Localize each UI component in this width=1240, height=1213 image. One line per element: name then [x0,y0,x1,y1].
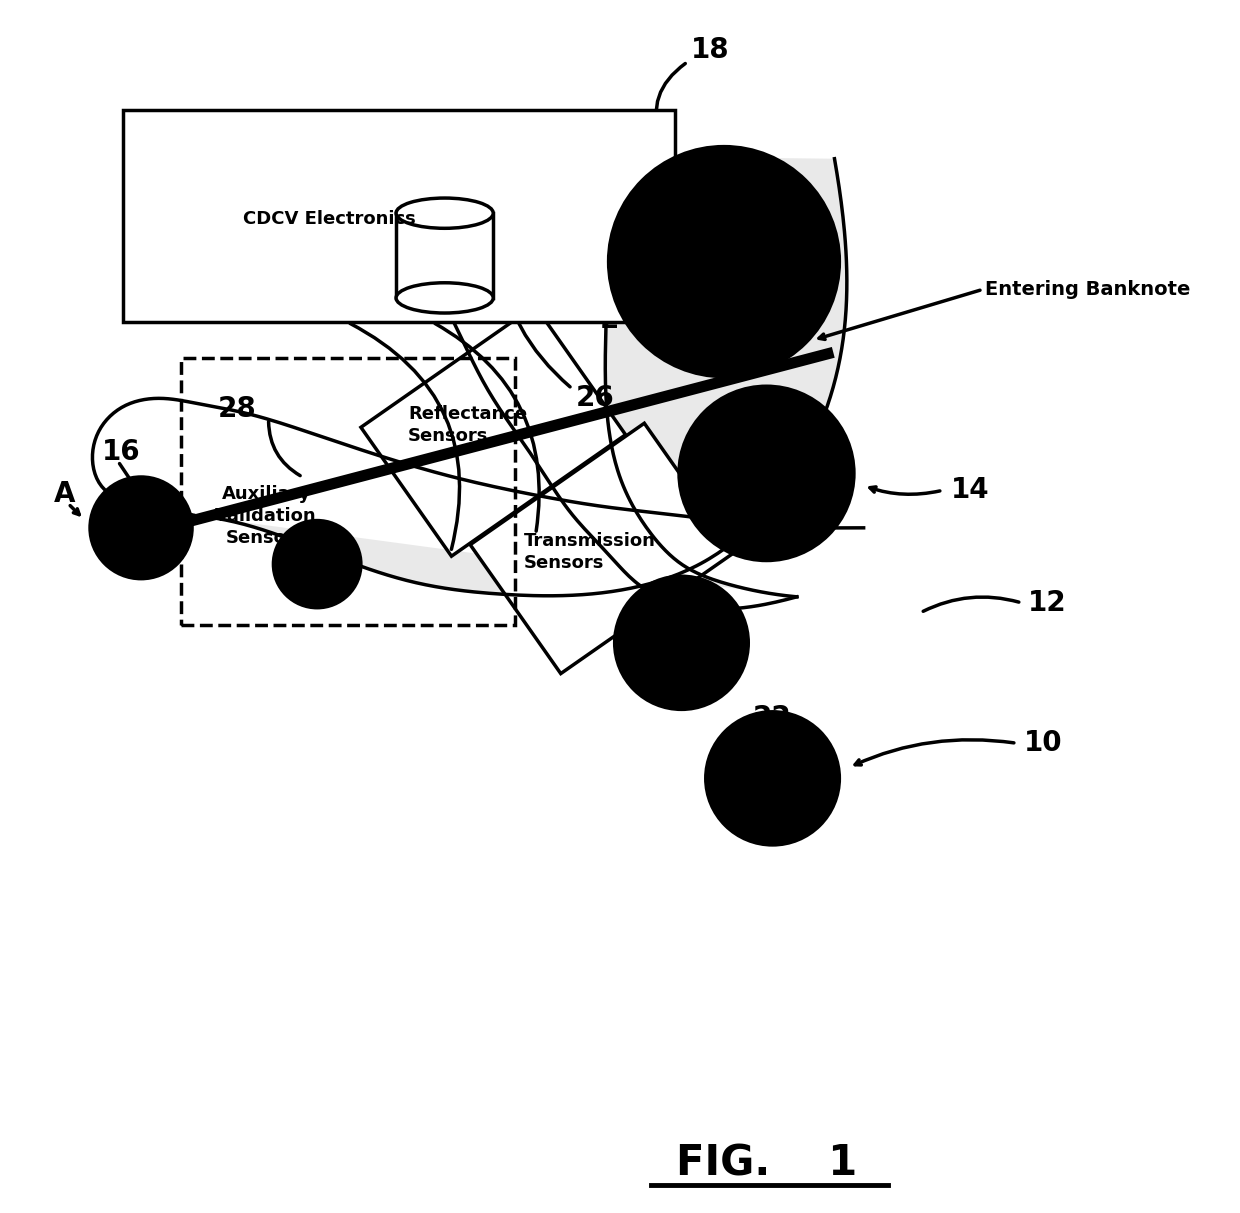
Text: Entering Banknote: Entering Banknote [985,280,1190,298]
Text: A: A [53,480,76,508]
Circle shape [706,712,839,845]
Bar [361,306,625,557]
Text: 20: 20 [611,110,650,138]
Text: 10: 10 [1024,729,1063,757]
Text: 16: 16 [102,438,141,466]
Text: 12: 12 [1028,588,1066,617]
Circle shape [680,386,854,560]
Text: 14: 14 [951,477,990,505]
Polygon shape [196,156,847,597]
Text: Transmission
Sensors: Transmission Sensors [523,533,656,573]
FancyArrowPatch shape [435,324,539,531]
Bar [470,423,735,673]
Text: FIG.    1: FIG. 1 [676,1143,857,1184]
Text: CDCV Electronics: CDCV Electronics [243,210,415,228]
Bar [181,358,515,625]
Text: Reflectance
Sensors: Reflectance Sensors [408,405,527,445]
FancyArrowPatch shape [350,324,460,549]
Text: 28: 28 [218,395,257,423]
Bar [123,110,676,323]
Circle shape [274,520,361,608]
Text: 24: 24 [600,306,639,334]
Ellipse shape [396,283,494,313]
Circle shape [91,477,192,579]
Circle shape [609,147,839,376]
Circle shape [615,576,748,710]
Ellipse shape [396,198,494,228]
Text: 18: 18 [691,36,730,64]
Text: 22: 22 [753,704,792,731]
Bar [396,213,494,298]
Text: Auxiliary
Validation
Sensors: Auxiliary Validation Sensors [216,484,317,547]
Text: 26: 26 [575,385,615,412]
